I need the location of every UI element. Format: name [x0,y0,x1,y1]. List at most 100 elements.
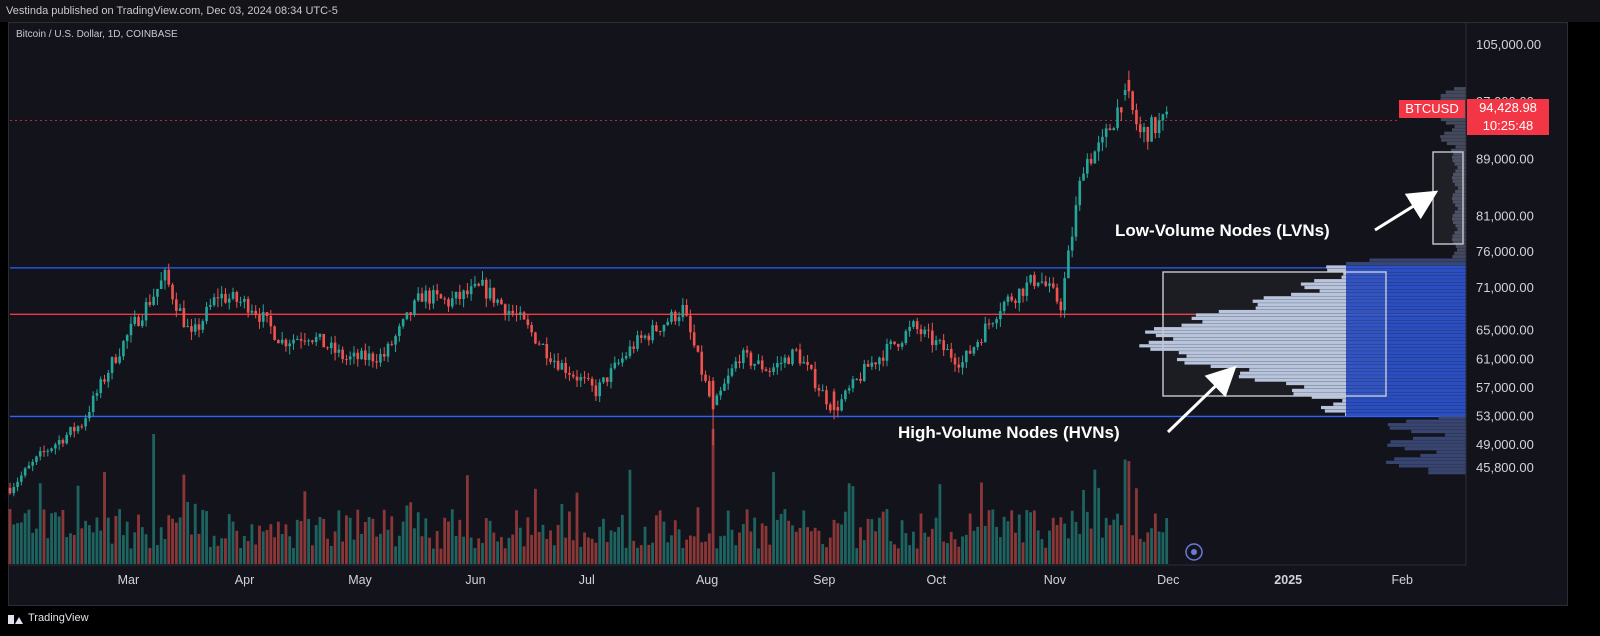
candle-body [526,319,530,326]
volume-bar [201,509,205,564]
volume-bar [35,528,38,564]
volume-profile-bar [1452,255,1466,259]
candle-body [949,348,953,358]
candle-body [715,395,719,406]
volume-bar [526,517,530,564]
volume-bar [602,518,605,564]
volume-profile-bar [1387,423,1466,427]
candle-body [95,392,99,396]
volume-bar [976,526,980,564]
volume-bar [681,548,685,564]
volume-profile-hvn-bar [1293,392,1346,396]
volume-bar [983,525,987,564]
volume-bar [851,486,855,564]
volume-bar [791,525,794,564]
candle-body [488,287,492,299]
candle-body [330,342,333,349]
volume-profile-bar [1454,183,1466,187]
volume-profile-hvn-bar [1300,282,1346,286]
time-axis-tick: Jun [465,573,485,587]
candle-body [1082,173,1085,181]
candle-body [1101,136,1104,143]
volume-bar [84,520,87,564]
candle-body [386,343,390,357]
volume-profile-bar [1428,471,1466,475]
candle-body [749,352,753,366]
candle-body [587,378,590,380]
candle-body [35,456,38,462]
volume-bar [144,534,148,564]
candle-body [810,364,813,369]
candle-body [602,377,605,383]
last-price-label: 94,428.98 [1467,99,1549,117]
candle-body [1010,296,1013,301]
volume-bar [522,546,526,564]
volume-bar [1063,523,1067,564]
price-axis-tick: 81,000.00 [1476,208,1534,223]
candle-body [594,385,598,397]
jump-to-realtime-icon-dot [1191,549,1197,555]
candle-body [893,341,896,345]
volume-bar [220,538,224,564]
volume-bar [50,513,53,564]
price-axis-tick: 105,000.00 [1476,37,1541,52]
candle-body [152,296,155,305]
volume-bar [258,525,261,564]
volume-bar [496,541,500,564]
candle-body [254,310,257,315]
candle-body [1093,151,1097,164]
candle-body [878,357,881,365]
candle-body [432,290,435,304]
volume-profile-hvn-bar [1333,402,1346,406]
volume-profile-bar [1457,207,1466,211]
volume-bar [961,536,964,564]
volume-bar [140,527,144,564]
volume-profile-hvn-bar [1263,296,1346,300]
candle-body [224,293,227,303]
volume-bar [224,538,227,564]
candle-body [322,333,326,348]
volume-bar [473,548,477,564]
volume-profile-hvn-bar [1304,285,1346,290]
volume-profile-bar [1444,131,1466,135]
candle-body [311,340,314,343]
candle-body [991,323,995,325]
volume-profile-hvn-bar [1150,347,1346,351]
volume-profile-hvn-bar [1291,292,1346,296]
volume-profile-hvn-bar [1148,340,1346,344]
volume-bar [133,532,137,564]
time-axis-tick: Apr [235,573,254,587]
volume-profile-bar [1455,224,1466,228]
tradingview-logo[interactable]: TradingView [8,612,89,624]
volume-bar [885,509,889,564]
volume-bar [171,518,174,564]
price-axis-tick: 61,000.00 [1476,351,1534,366]
volume-bar [363,521,367,564]
candle-body [231,292,235,299]
candle-body [500,299,503,305]
volume-bar [534,488,537,564]
volume-profile-bar [1444,433,1466,437]
price-axis-tick: 71,000.00 [1476,280,1534,295]
volume-bar [447,521,450,564]
volume-bar [617,527,620,564]
volume-profile-bar [1452,237,1466,242]
candle-body [409,312,412,315]
volume-profile-hvn-bar [1145,330,1346,334]
volume-bar [632,540,636,564]
volume-bar [968,513,972,564]
volume-bar [242,535,246,564]
volume-bar [942,541,946,564]
volume-profile-bar [1452,196,1466,200]
candle-body [277,340,280,344]
volume-profile-hvn-bar [1155,333,1346,338]
volume-profile-bar [1446,121,1466,125]
price-axis-tick: 57,000.00 [1476,380,1534,395]
volume-bar [1021,542,1025,564]
volume-profile-hvn-bar [1173,337,1346,341]
volume-bar [1032,510,1036,564]
candle-body [178,308,182,311]
candle-body [190,326,193,332]
volume-bar [541,524,545,564]
price-chart[interactable]: 105,000.0097,000.0089,000.0081,000.0076,… [0,0,1600,606]
